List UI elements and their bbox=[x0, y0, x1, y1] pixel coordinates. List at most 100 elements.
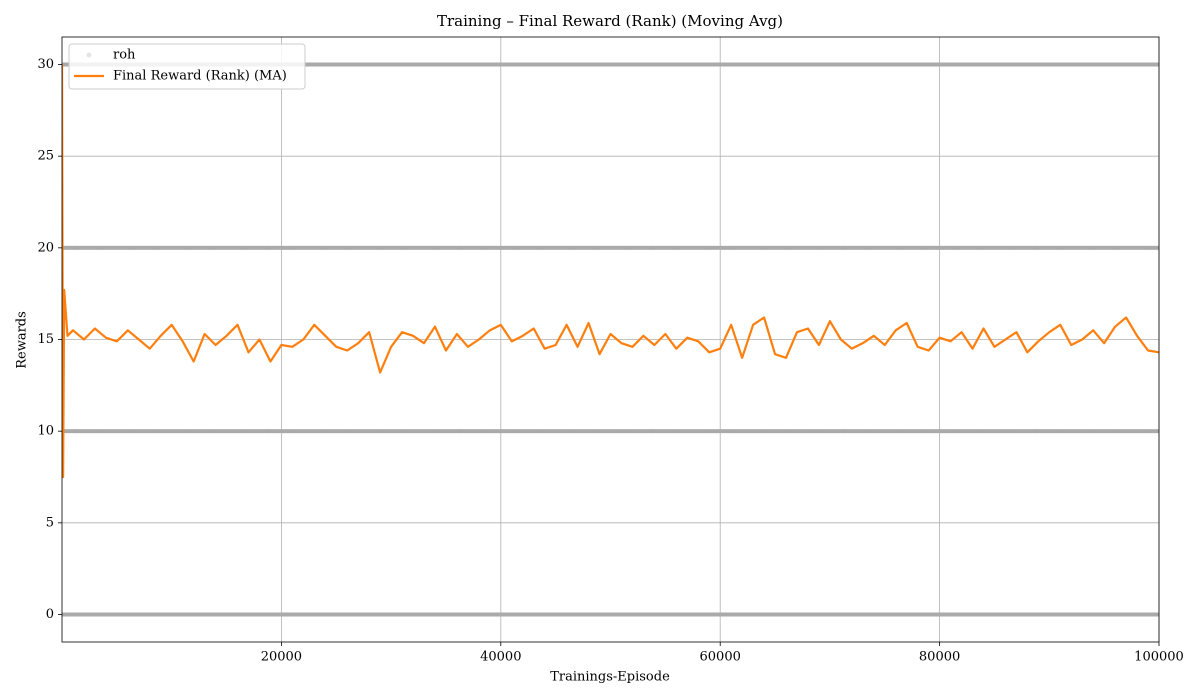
x-tick-label: 80000 bbox=[919, 650, 960, 665]
raw-point bbox=[568, 245, 598, 250]
x-tick-label: 40000 bbox=[480, 650, 521, 665]
raw-point bbox=[843, 62, 872, 67]
raw-point bbox=[651, 429, 680, 434]
raw-point bbox=[459, 612, 488, 617]
y-tick-label: 25 bbox=[37, 149, 54, 164]
raw-point bbox=[788, 429, 817, 434]
raw-point bbox=[102, 612, 132, 617]
raw-point bbox=[349, 429, 378, 434]
raw-point bbox=[651, 245, 680, 250]
raw-point bbox=[925, 245, 954, 250]
raw-point bbox=[212, 429, 241, 434]
raw-point bbox=[514, 429, 543, 434]
raw-point bbox=[1062, 62, 1091, 67]
raw-point bbox=[925, 429, 954, 434]
raw-point bbox=[897, 62, 927, 67]
raw-point bbox=[1007, 62, 1037, 67]
legend-label: Final Reward (Rank) (MA) bbox=[113, 69, 287, 84]
raw-point bbox=[322, 245, 351, 250]
raw-point bbox=[733, 245, 762, 250]
raw-point bbox=[1089, 612, 1119, 617]
raw-point bbox=[705, 245, 735, 250]
raw-point bbox=[1035, 429, 1064, 434]
raw-point bbox=[980, 245, 1009, 250]
plot-frame bbox=[61, 36, 1160, 643]
raw-point bbox=[788, 245, 817, 250]
raw-point bbox=[1144, 429, 1159, 434]
raw-point bbox=[733, 429, 762, 434]
raw-point bbox=[376, 62, 406, 67]
raw-point bbox=[925, 62, 954, 67]
raw-point bbox=[102, 245, 132, 250]
raw-point bbox=[678, 429, 707, 434]
raw-point bbox=[596, 62, 625, 67]
raw-point bbox=[62, 612, 77, 617]
raw-point bbox=[514, 62, 543, 67]
raw-point bbox=[952, 429, 982, 434]
chart-title: Training – Final Reward (Rank) (Moving A… bbox=[437, 12, 783, 30]
x-axis-label: Trainings-Episode bbox=[550, 670, 670, 685]
raw-point bbox=[514, 612, 543, 617]
raw-point bbox=[239, 245, 269, 250]
raw-point bbox=[870, 429, 899, 434]
raw-point bbox=[349, 612, 378, 617]
raw-point bbox=[431, 245, 461, 250]
raw-point bbox=[349, 62, 378, 67]
raw-point bbox=[705, 62, 735, 67]
raw-point bbox=[815, 62, 845, 67]
raw-point bbox=[376, 245, 406, 250]
raw-point bbox=[1117, 612, 1146, 617]
raw-point bbox=[843, 245, 872, 250]
raw-point bbox=[239, 429, 269, 434]
raw-point bbox=[815, 429, 845, 434]
raw-point bbox=[980, 62, 1009, 67]
raw-point bbox=[1144, 62, 1159, 67]
raw-point bbox=[870, 612, 899, 617]
raw-point bbox=[596, 245, 625, 250]
raw-point bbox=[157, 245, 186, 250]
raw-point bbox=[1117, 429, 1146, 434]
raw-point bbox=[322, 429, 351, 434]
raw-point bbox=[514, 245, 543, 250]
y-axis-label: Rewards bbox=[15, 311, 30, 369]
raw-point bbox=[404, 429, 433, 434]
raw-point bbox=[130, 429, 159, 434]
raw-point bbox=[596, 612, 625, 617]
raw-point bbox=[980, 429, 1009, 434]
raw-point bbox=[678, 62, 707, 67]
raw-point bbox=[541, 62, 570, 67]
raw-point bbox=[760, 62, 790, 67]
x-tick-label: 100000 bbox=[1134, 650, 1184, 665]
raw-point bbox=[267, 612, 296, 617]
raw-point bbox=[404, 62, 433, 67]
moving-average-line bbox=[62, 64, 1159, 479]
raw-point bbox=[788, 62, 817, 67]
x-tick-label: 20000 bbox=[261, 650, 302, 665]
raw-point bbox=[404, 612, 433, 617]
x-tick-label: 60000 bbox=[700, 650, 741, 665]
y-tick-label: 15 bbox=[37, 332, 54, 347]
raw-point bbox=[486, 429, 516, 434]
legend-marker bbox=[86, 52, 92, 58]
raw-point bbox=[212, 245, 241, 250]
raw-point bbox=[102, 429, 132, 434]
raw-point bbox=[184, 429, 214, 434]
legend-label: roh bbox=[113, 48, 136, 63]
raw-point bbox=[431, 62, 461, 67]
raw-point bbox=[843, 612, 872, 617]
raw-point bbox=[294, 429, 324, 434]
raw-point bbox=[925, 612, 954, 617]
raw-point bbox=[130, 245, 159, 250]
raw-point bbox=[157, 429, 186, 434]
raw-point bbox=[239, 612, 269, 617]
raw-point bbox=[431, 429, 461, 434]
raw-point bbox=[952, 62, 982, 67]
raw-point bbox=[431, 612, 461, 617]
raw-point bbox=[486, 612, 516, 617]
raw-point bbox=[376, 429, 406, 434]
raw-point bbox=[815, 612, 845, 617]
raw-point bbox=[1035, 245, 1064, 250]
raw-point bbox=[1144, 245, 1159, 250]
raw-point bbox=[705, 429, 735, 434]
raw-point bbox=[651, 612, 680, 617]
